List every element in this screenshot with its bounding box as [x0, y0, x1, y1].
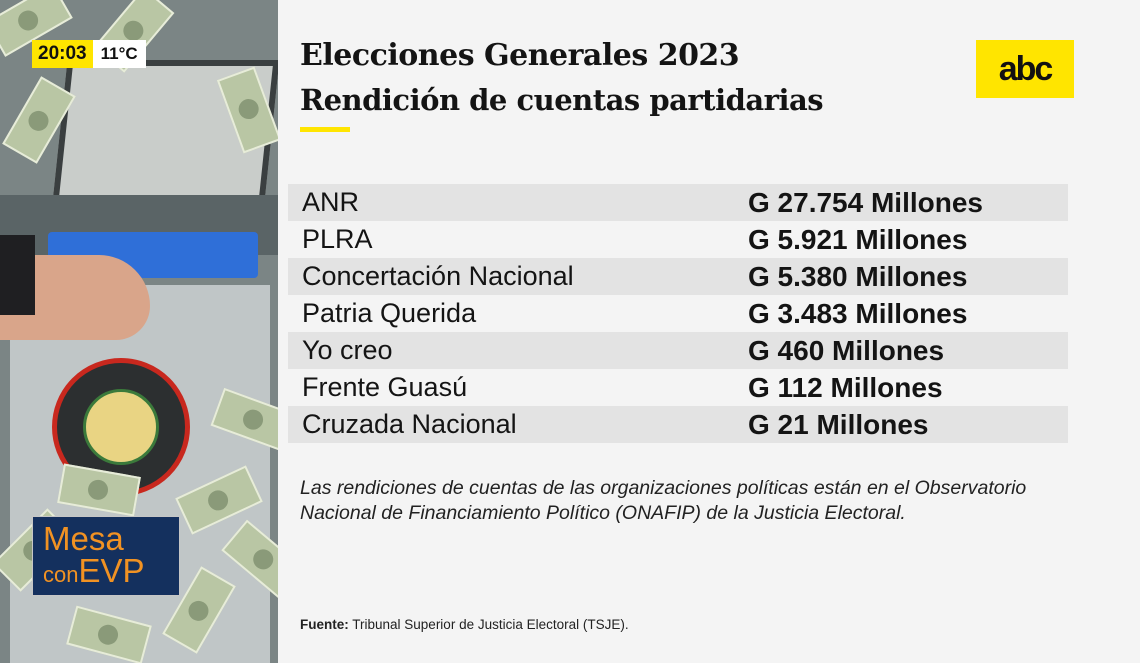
party-amount: G 3.483 Millones: [748, 297, 968, 329]
table-row: Patria Querida G 3.483 Millones: [288, 295, 1068, 332]
party-name: Patria Querida: [302, 298, 477, 328]
party-amount: G 460 Millones: [748, 334, 945, 366]
onafip-note: Las rendiciones de cuentas de las organi…: [300, 477, 1027, 524]
scales-emblem: [83, 389, 159, 465]
party-amount: G 5.921 Millones: [748, 223, 968, 255]
party-amount: G 5.380 Millones: [748, 260, 968, 292]
party-amount: G 112 Millones: [748, 371, 943, 403]
party-name: ANR: [302, 187, 360, 217]
show-logo-suffix: EVP: [78, 552, 145, 589]
time-temperature-overlay: 20:03 11°C: [32, 40, 146, 68]
source-label: Fuente:: [300, 617, 349, 632]
abc-logo: abc: [976, 40, 1074, 98]
table-row: Cruzada Nacional G 21 Millones: [288, 406, 1068, 443]
party-name: Cruzada Nacional: [302, 409, 517, 439]
source-line: Fuente: Tribunal Superior de Justicia El…: [300, 617, 629, 632]
table-row: PLRA G 5.921 Millones: [288, 221, 1068, 258]
show-logo-line1: Mesa: [43, 520, 124, 557]
table-row: Concertación Nacional G 5.380 Millones: [288, 258, 1068, 295]
party-accounts-table: ANR G 27.754 Millones PLRA G 5.921 Millo…: [288, 184, 1068, 443]
show-logo-line2: conEVP: [43, 552, 169, 591]
party-amount: G 27.754 Millones: [748, 186, 983, 218]
clock-time: 20:03: [32, 40, 93, 68]
source-text: Tribunal Superior de Justicia Electoral …: [352, 617, 629, 632]
party-name: Frente Guasú: [302, 372, 468, 402]
sleeve: [0, 235, 35, 315]
page-title: Elecciones Generales 2023: [300, 38, 740, 73]
party-name: Concertación Nacional: [302, 261, 574, 291]
mesa-con-evp-logo: Mesa conEVP: [32, 516, 180, 596]
table-row: ANR G 27.754 Millones: [288, 184, 1068, 221]
party-name: Yo creo: [302, 335, 393, 365]
temperature: 11°C: [92, 40, 146, 68]
party-amount: G 21 Millones: [748, 408, 929, 440]
party-name: PLRA: [302, 224, 373, 254]
table-row: Yo creo G 460 Millones: [288, 332, 1068, 369]
background-photo: [0, 0, 278, 663]
table-row: Frente Guasú G 112 Millones: [288, 369, 1068, 406]
show-logo-prefix: con: [43, 562, 79, 587]
title-underline: [300, 127, 350, 132]
page-subtitle: Rendición de cuentas partidarias: [300, 83, 824, 117]
